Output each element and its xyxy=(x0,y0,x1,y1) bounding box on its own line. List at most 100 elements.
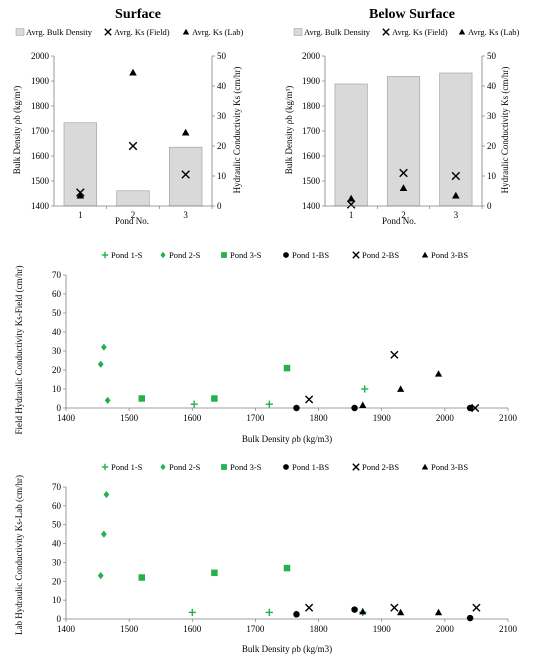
surface-plot-area: 1400 1500 1600 1700 1800 1900 2000 0 10 20 30 40 50 1… xyxy=(31,51,227,220)
lab-ks-point-pond-1-bs-1 xyxy=(293,611,300,618)
lab-ks-legend-label-pond-2-bs: Pond 2-BS xyxy=(362,462,399,472)
field-ks-legend-marker-pond-2-bs-stroke-b xyxy=(352,251,360,259)
below-surface-y-tick-label: 1700 xyxy=(302,126,321,136)
field-ks-legend-marker-pond-1-s xyxy=(101,251,109,259)
field-ks-point-pond-2-s-3 xyxy=(104,396,111,404)
surface-bar-chart: Surface Avrg. Bulk Density Avrg. Ks (Fiel… xyxy=(12,7,244,226)
lab-ks-legend-marker-pond-3-bs xyxy=(421,463,429,470)
below-surface-y2-tick-label: 0 xyxy=(487,201,492,211)
field-ks-point-pond-2-bs-2-stroke-b xyxy=(390,350,399,359)
surface-y2-tick-label: 30 xyxy=(217,111,227,121)
field-ks-point-pond-1-bs-1 xyxy=(293,404,300,412)
field-ks-point-pond-1-bs-3 xyxy=(466,404,474,412)
lab-ks-y-axis-label-text: Lab Hydraulic Conductivity Ks-Lab (cm/hr… xyxy=(14,475,24,635)
surface-y-tick-label: 1700 xyxy=(31,126,50,136)
surface-legend: Avrg. Bulk Density Avrg. Ks (Field) Avrg. … xyxy=(15,27,244,37)
lab-ks-y-tick-label: 20 xyxy=(52,576,62,586)
below-surface-y2-tick-label: 50 xyxy=(487,51,497,61)
lab-ks-point-pond-2-bs-3-stroke-b xyxy=(472,603,481,612)
below-surface-y-tick-label: 1800 xyxy=(302,101,321,111)
lab-ks-x-axis-label: Bulk Density ρb (kg/m3) xyxy=(242,644,332,654)
surface-y-tick-label: 1600 xyxy=(31,151,50,161)
surface-y2-tick-label: 40 xyxy=(217,81,227,91)
lab-ks-y-axis-label: Lab Hydraulic Conductivity Ks-Lab (cm/hr… xyxy=(14,475,24,635)
field-ks-y-tick-label: 20 xyxy=(52,365,62,375)
field-ks-y-tick-label: 60 xyxy=(52,289,62,299)
lab-ks-legend: Pond 1-S Pond 2-S Pond 3-S Pond 1-BS Pond 2-… xyxy=(101,462,468,472)
surface-y2-axis-label: Hydraulic Conductivity Ks (cm/hr) xyxy=(232,67,242,194)
below-surface-y-tick-label: 1400 xyxy=(302,201,321,211)
below-surface-legend-label-1: Avrg. Bulk Density xyxy=(304,27,371,37)
lab-ks-x-tick-label: 1600 xyxy=(183,624,202,634)
field-ks-point-pond-2-bs-3-stroke-b xyxy=(471,403,480,413)
field-ks-point-pond-2-s-2 xyxy=(101,343,107,351)
field-ks-y-tick-label: 30 xyxy=(52,346,62,356)
field-ks-legend: Pond 1-S Pond 2-S Pond 3-S Pond 1-BS Pond 2-… xyxy=(101,250,468,260)
below-surface-bar-chart: Below Surface Avrg. Bulk Density Avrg. Ks… xyxy=(284,7,520,226)
surface-y2-tick-label: 50 xyxy=(217,51,227,61)
surface-ks-lab-point-3 xyxy=(181,128,190,136)
lab-ks-x-tick-label: 1500 xyxy=(120,624,139,634)
below-surface-legend-label-3: Avrg. Ks (Lab) xyxy=(468,27,520,37)
lab-ks-legend-marker-pond-2-bs xyxy=(352,463,360,471)
below-surface-x-tick-label: 1 xyxy=(349,210,354,220)
lab-ks-point-pond-2-bs-3 xyxy=(472,603,481,612)
surface-x-tick-label: 2 xyxy=(131,210,136,220)
field-ks-x-tick-label: 1800 xyxy=(310,413,329,423)
surface-legend-label-2: Avrg. Ks (Field) xyxy=(114,27,170,37)
field-ks-legend-label-pond-1-s: Pond 1-S xyxy=(111,250,143,260)
field-ks-scatter-chart: Pond 1-S Pond 2-S Pond 3-S Pond 1-BS Pond 2-… xyxy=(14,250,518,444)
field-ks-legend-label-pond-3-bs: Pond 3-BS xyxy=(431,250,468,260)
lab-ks-point-pond-3-bs-2 xyxy=(397,608,405,616)
lab-ks-point-pond-3-bs-3 xyxy=(434,608,443,616)
lab-ks-y-tick-label: 0 xyxy=(57,614,62,624)
surface-ks-lab-point-2 xyxy=(129,68,137,76)
field-ks-point-pond-3-bs-1 xyxy=(359,401,367,409)
lab-ks-legend-marker-pond-1-bs xyxy=(283,464,289,470)
below-surface-legend-marker-1 xyxy=(293,28,303,36)
surface-legend-marker-3 xyxy=(182,28,190,35)
field-ks-x-tick-label: 2100 xyxy=(499,413,518,423)
lab-ks-x-tick-label: 2000 xyxy=(436,624,455,634)
below-surface-plot-area: 1400 1500 1600 1700 1800 1900 2000 0 10 20 30 40 50 1… xyxy=(302,51,497,220)
surface-y2-tick-label: 10 xyxy=(217,171,227,181)
below-surface-legend-marker-2 xyxy=(382,28,390,36)
field-ks-point-pond-3-bs-3 xyxy=(434,370,443,377)
below-surface-ks-field-point-3-stroke-b xyxy=(451,171,461,181)
below-surface-y-tick-label: 1600 xyxy=(302,151,321,161)
lab-ks-legend-marker-pond-2-s xyxy=(160,463,166,471)
field-ks-y-tick-label: 10 xyxy=(52,384,62,394)
lab-ks-y-tick-label: 40 xyxy=(52,539,62,549)
field-ks-legend-marker-pond-3-bs xyxy=(421,251,429,258)
below-surface-ks-field-point-1 xyxy=(346,200,356,209)
field-ks-point-pond-1-s-3 xyxy=(361,385,369,393)
field-ks-point-pond-1-bs-2 xyxy=(351,404,358,412)
below-surface-legend-marker-3 xyxy=(458,28,466,35)
field-ks-point-pond-2-s-1 xyxy=(97,360,104,368)
lab-ks-point-pond-2-s-1 xyxy=(97,572,104,580)
field-ks-y-tick-label: 40 xyxy=(52,327,62,337)
lab-ks-x-tick-label: 1700 xyxy=(246,624,265,634)
surface-y-tick-label: 1500 xyxy=(31,176,50,186)
field-ks-point-pond-2-bs-1-stroke-b xyxy=(305,395,314,404)
lab-ks-legend-label-pond-1-bs: Pond 1-BS xyxy=(292,462,329,472)
field-ks-point-pond-3-bs-2 xyxy=(397,385,405,392)
lab-ks-y-tick-label: 70 xyxy=(52,482,62,492)
below-surface-title: Below Surface xyxy=(369,7,455,22)
lab-ks-point-pond-2-s-2 xyxy=(101,530,107,538)
below-surface-ks-field-point-2-stroke-b xyxy=(399,168,408,178)
below-surface-bar-pond-3 xyxy=(439,72,473,207)
lab-ks-point-pond-2-s-3 xyxy=(103,490,110,499)
below-surface-bar-pond-1 xyxy=(334,83,368,207)
below-surface-ks-field-point-3 xyxy=(451,171,461,181)
lab-ks-point-pond-2-bs-1 xyxy=(305,603,314,612)
lab-ks-point-pond-1-s-2 xyxy=(265,608,273,616)
surface-legend-marker-2 xyxy=(104,28,112,36)
field-ks-point-pond-2-bs-1 xyxy=(305,395,314,404)
below-surface-y-tick-label: 1500 xyxy=(302,176,321,186)
field-ks-x-tick-label: 1600 xyxy=(183,413,202,423)
field-ks-plot-area: 0 10 20 30 40 50 60 70 1400 1500 1600 1700 1800 1900 2… xyxy=(52,270,518,423)
lab-ks-point-pond-1-bs-2 xyxy=(351,606,358,613)
field-ks-y-tick-label: 50 xyxy=(52,308,62,318)
field-ks-legend-marker-pond-2-s xyxy=(160,251,166,259)
